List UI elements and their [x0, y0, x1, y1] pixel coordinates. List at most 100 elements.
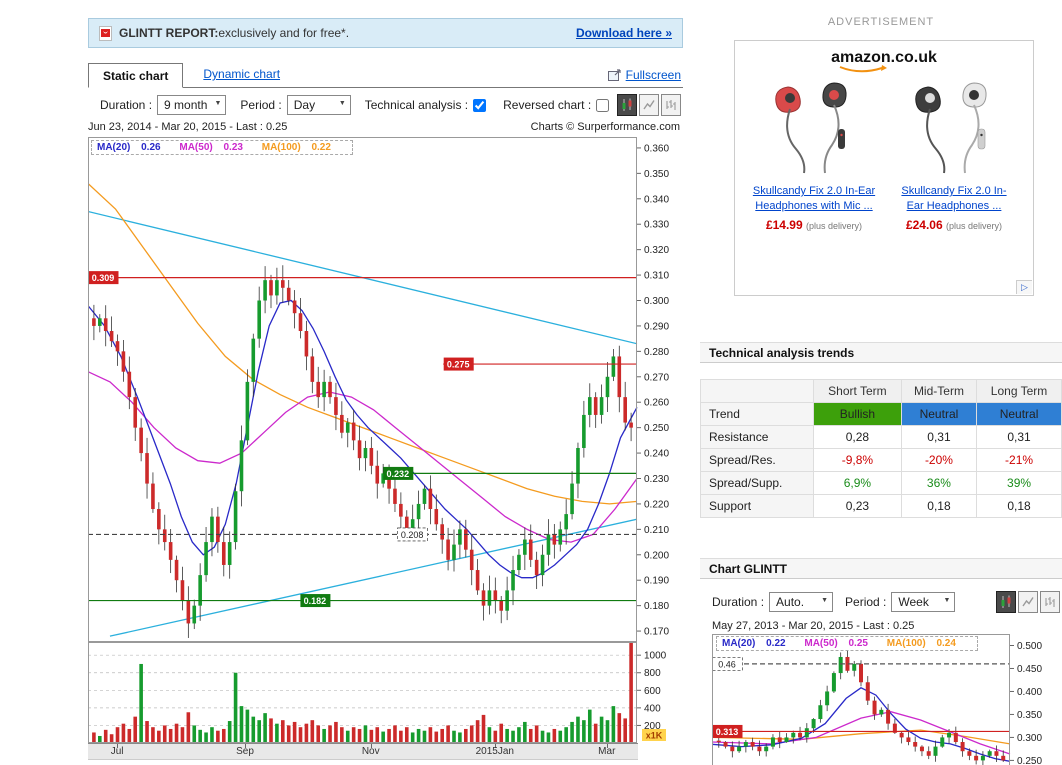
svg-text:0.450: 0.450	[1017, 664, 1042, 675]
reversed-chart-checkbox[interactable]	[596, 98, 610, 112]
trends-col-short-term: Short Term	[813, 379, 902, 403]
svg-text:0.250: 0.250	[1017, 756, 1042, 765]
bar-chart-icon	[1045, 597, 1055, 607]
mini-duration-label: Duration :	[712, 595, 765, 609]
mini-duration-select[interactable]: Auto.	[769, 592, 834, 612]
mini-ma20-legend: MA(20) 0.22	[722, 638, 786, 649]
trend-badge-long: Neutral	[976, 402, 1062, 426]
svg-text:0.230: 0.230	[644, 474, 669, 485]
technical-analysis-checkbox[interactable]	[473, 98, 487, 112]
tab-dynamic-chart[interactable]: Dynamic chart	[203, 67, 281, 81]
svg-text:0.350: 0.350	[644, 169, 669, 180]
technical-analysis-label: Technical analysis :	[364, 98, 469, 112]
svg-text:0.250: 0.250	[644, 423, 669, 434]
trends-header-row: Short Term Mid-Term Long Term	[700, 379, 1062, 403]
candlestick-icon	[1001, 595, 1011, 608]
mini-ma50-legend: MA(50) 0.25	[804, 638, 868, 649]
download-link[interactable]: Download here »	[575, 26, 672, 40]
volume-chart: 200 400 600 800 1000 x1K	[88, 642, 667, 743]
ad-product-1-link[interactable]: Skullcandy Fix 2.0 In-Ear Headphones with…	[752, 185, 876, 212]
svg-text:0.46: 0.46	[718, 659, 736, 669]
x-axis-label: 2015Jan	[475, 746, 514, 757]
trends-section-header: Technical analysis trends	[700, 342, 1062, 363]
banner-title: GLINTT REPORT:	[119, 26, 219, 40]
ma-legend: MA(20) 0.26 MA(50) 0.23 MA(100) 0.22	[91, 140, 353, 155]
svg-text:0.200: 0.200	[644, 550, 669, 561]
main-price-chart: 0.309 0.275 0.232 0.208 0.182 0.360 0.350 0.340…	[88, 137, 669, 642]
svg-text:0.360: 0.360	[644, 143, 669, 154]
line-chart-button[interactable]	[639, 94, 659, 116]
report-banner: GLINTT REPORT: exclusively and for free*…	[88, 18, 683, 48]
duration-select[interactable]: 9 month	[157, 95, 227, 115]
mini-line-chart-button[interactable]	[1018, 591, 1038, 613]
mini-chart-date-range: May 27, 2013 - Mar 20, 2015 - Last : 0.2…	[712, 620, 915, 632]
svg-text:0.330: 0.330	[644, 220, 669, 231]
adchoices-icon[interactable]: ▷	[1016, 280, 1032, 294]
x-axis-tick	[494, 744, 496, 748]
mini-ma100-legend: MA(100) 0.24	[886, 638, 956, 649]
bar-chart-icon	[666, 100, 676, 110]
svg-text:0.500: 0.500	[1017, 641, 1042, 652]
svg-text:0.240: 0.240	[644, 449, 669, 460]
bar-chart-button[interactable]	[661, 94, 681, 116]
ad-product-1-price: £14.99 (plus delivery)	[765, 217, 863, 232]
amazon-smile-icon	[839, 65, 887, 73]
candlestick-chart-button[interactable]	[617, 94, 637, 116]
resistance-row: Resistance 0,28 0,31 0,31	[700, 425, 1062, 449]
trends-table: Short Term Mid-Term Long Term Trend Bull…	[700, 379, 1062, 518]
svg-text:0.300: 0.300	[1017, 733, 1042, 744]
pdf-icon	[99, 25, 112, 41]
mini-price-chart: 0.46 0.313 0.500 0.450 0.400 0.350 0.300 0.250	[712, 634, 1042, 765]
svg-text:0.340: 0.340	[644, 194, 669, 205]
ma20-legend: MA(20) 0.26	[97, 142, 161, 153]
tab-static-chart[interactable]: Static chart	[88, 63, 184, 88]
advertisement-label: ADVERTISEMENT	[827, 16, 935, 28]
svg-text:800: 800	[644, 668, 661, 679]
line-chart-icon	[1022, 597, 1034, 607]
svg-text:200: 200	[644, 721, 661, 732]
x-axis-label: Mar	[598, 746, 616, 757]
fullscreen-link[interactable]: Fullscreen	[625, 68, 681, 82]
x-axis-tick	[117, 744, 119, 748]
svg-text:0.275: 0.275	[447, 360, 470, 370]
svg-text:0.182: 0.182	[304, 596, 327, 606]
fullscreen-icon	[607, 69, 621, 81]
mini-chart-type-buttons	[996, 591, 1062, 613]
candlestick-icon	[622, 98, 632, 111]
trends-col-long-term: Long Term	[976, 379, 1062, 403]
ad-product-2-link[interactable]: Skullcandy Fix 2.0 In- Ear Headphones ...	[901, 185, 1007, 212]
x-axis-tick	[245, 744, 246, 748]
svg-text:0.290: 0.290	[644, 321, 669, 332]
svg-text:0.309: 0.309	[92, 273, 115, 283]
svg-text:0.220: 0.220	[644, 499, 669, 510]
ad-product-2-price: £24.06 (plus delivery)	[905, 217, 1003, 232]
chart-glintt-section-header: Chart GLINTT	[700, 558, 1062, 579]
mini-period-label: Period :	[845, 595, 887, 609]
x-axis-tick	[606, 744, 608, 748]
trends-col-mid-term: Mid-Term	[900, 379, 978, 403]
earbuds-white-black-image[interactable]	[894, 73, 1014, 177]
chart-header: Jun 23, 2014 - Mar 20, 2015 - Last : 0.2…	[88, 121, 680, 133]
mini-period-select[interactable]: Week	[891, 592, 956, 612]
svg-text:0.310: 0.310	[644, 271, 669, 282]
period-select[interactable]: Day	[286, 95, 351, 115]
period-label: Period :	[240, 98, 282, 112]
support-row: Support 0,23 0,18 0,18	[700, 494, 1062, 518]
fullscreen-control: Fullscreen	[607, 68, 683, 82]
svg-text:0.190: 0.190	[644, 576, 669, 587]
svg-text:0.180: 0.180	[644, 601, 669, 612]
mini-chart-controls: Duration : Auto. Period : Week	[700, 591, 1062, 613]
svg-text:0.170: 0.170	[644, 627, 669, 638]
svg-text:0.300: 0.300	[644, 296, 669, 307]
x-axis-label: Sep	[236, 746, 254, 757]
svg-text:0.350: 0.350	[1017, 710, 1042, 721]
svg-text:600: 600	[644, 686, 661, 697]
earbuds-red-black-image[interactable]	[754, 73, 874, 177]
mini-candlestick-chart-button[interactable]	[996, 591, 1016, 613]
mini-bar-chart-button[interactable]	[1040, 591, 1060, 613]
chart-type-buttons	[617, 94, 683, 116]
x-axis-strip: Jul Sep Nov 2015Jan Mar	[88, 743, 638, 760]
spread-supp-row: Spread/Supp. 6,9% 36% 39%	[700, 471, 1062, 495]
svg-text:0.320: 0.320	[644, 245, 669, 256]
